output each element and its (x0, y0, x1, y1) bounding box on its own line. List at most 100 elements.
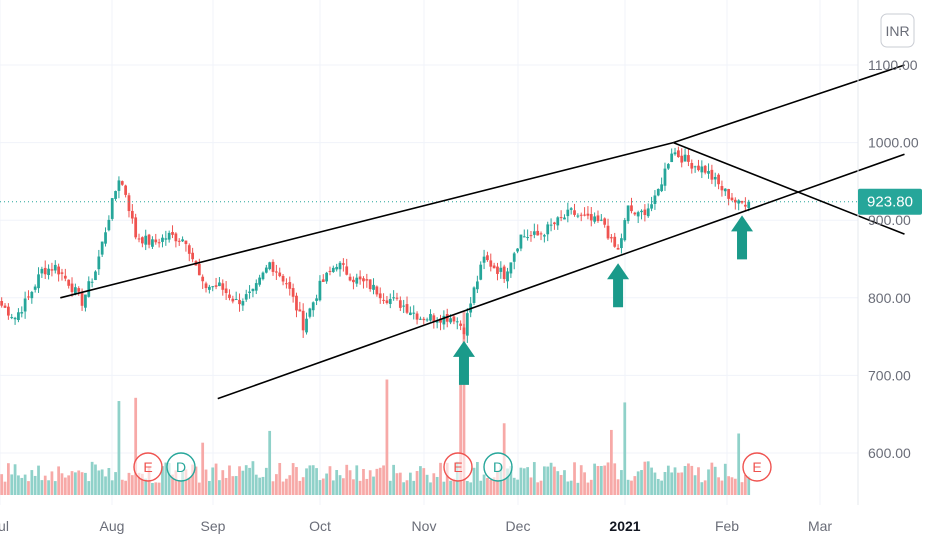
candle-body (151, 239, 154, 247)
volume-bar (47, 480, 50, 495)
candle-body (479, 264, 483, 280)
up-arrow-marker[interactable] (731, 215, 754, 260)
volume-bar (43, 475, 47, 495)
candle-body (355, 277, 359, 284)
volume-bar (130, 475, 134, 495)
candle-body (228, 294, 231, 299)
candle-body (127, 195, 131, 212)
volume-bar (90, 461, 94, 495)
earnings-marker[interactable]: E (133, 452, 163, 482)
trend-line[interactable] (217, 153, 905, 400)
candle-body (623, 220, 627, 241)
candle-body (643, 209, 647, 215)
volume-bar (388, 480, 392, 495)
volume-bar (442, 481, 446, 495)
candle-body (211, 286, 215, 288)
volume-bar (479, 480, 483, 495)
candle-body (154, 239, 158, 243)
volume-bar (643, 461, 647, 495)
volume-bar (50, 471, 54, 495)
candle-body (271, 261, 275, 272)
candle-body (566, 209, 570, 217)
time-axis[interactable]: Jul Aug Sep Oct Nov Dec 2021 Feb Mar (0, 518, 832, 534)
candle-body (134, 217, 138, 238)
price-axis[interactable]: 1100.00 1000.00 900.00 800.00 700.00 600.00 (857, 0, 919, 505)
volume-bar (616, 479, 620, 495)
candle-body (7, 306, 10, 316)
up-arrow-marker[interactable] (452, 340, 475, 385)
candle-body (141, 237, 144, 244)
earnings-marker[interactable]: E (742, 452, 772, 482)
candle-body (191, 252, 194, 260)
trend-line[interactable] (673, 64, 905, 144)
dividend-marker[interactable]: D (483, 452, 513, 482)
volume-bar (737, 433, 741, 495)
volume-bar (154, 482, 158, 495)
candle-body (40, 268, 44, 274)
candle-body (733, 199, 737, 203)
y-tick-label: 1100.00 (868, 57, 918, 73)
volume-bar (315, 468, 318, 495)
earnings-marker[interactable]: E (443, 452, 473, 482)
volume-bar (352, 479, 355, 495)
candle-body (583, 214, 586, 216)
volume-bar (181, 471, 184, 495)
event-letter: E (752, 459, 761, 475)
candle-body (553, 222, 556, 225)
candle-body (94, 271, 97, 281)
volume-bar (707, 469, 710, 495)
arrow-markers[interactable] (452, 215, 754, 385)
candle-body (187, 245, 191, 254)
candle-body (727, 189, 730, 199)
candle-body (275, 271, 278, 273)
candle-body (489, 260, 493, 267)
volume-bar (586, 482, 590, 495)
volume-bar (589, 479, 593, 495)
candle-body (546, 224, 550, 235)
volume-bar (13, 464, 17, 495)
candle-body (328, 270, 332, 272)
volume-bar (244, 465, 248, 495)
x-tick-label: Dec (506, 518, 531, 534)
volume-bar (7, 463, 10, 495)
candle-body (33, 286, 37, 290)
candle-body (549, 224, 553, 226)
volume-bar (372, 476, 375, 495)
trend-line[interactable] (673, 141, 905, 235)
volume-bar (117, 401, 121, 495)
volume-bar (730, 477, 734, 495)
volume-bar (549, 462, 553, 495)
candle-body (231, 298, 235, 302)
candle-body (707, 171, 710, 174)
volume-bar (543, 466, 546, 495)
trend-line[interactable] (60, 141, 674, 299)
candle-body (110, 198, 114, 219)
up-arrow-marker[interactable] (607, 263, 630, 308)
candle-body (157, 242, 161, 244)
volume-bar (63, 477, 67, 495)
candle-body (516, 248, 519, 252)
candle-body (298, 309, 302, 312)
volume-bar (723, 463, 727, 495)
candle-body (512, 253, 516, 262)
x-tick-label: Feb (715, 518, 739, 534)
volume-bar (151, 482, 154, 495)
volume-bar (593, 463, 596, 495)
volume-bar (385, 379, 389, 495)
candle-body (174, 233, 178, 242)
candle-body (120, 181, 124, 185)
dividend-marker[interactable]: D (166, 452, 196, 482)
candle-body (482, 256, 486, 263)
candle-body (616, 247, 620, 250)
candle-body (107, 219, 111, 231)
candle-body (402, 305, 406, 307)
candle-body (264, 267, 268, 273)
volume-bar (281, 481, 285, 495)
currency-button[interactable]: INR (880, 13, 915, 48)
y-tick-label: 700.00 (868, 367, 911, 383)
candle-body (358, 276, 362, 280)
candle-body (305, 318, 308, 333)
trend-lines[interactable] (60, 64, 905, 400)
